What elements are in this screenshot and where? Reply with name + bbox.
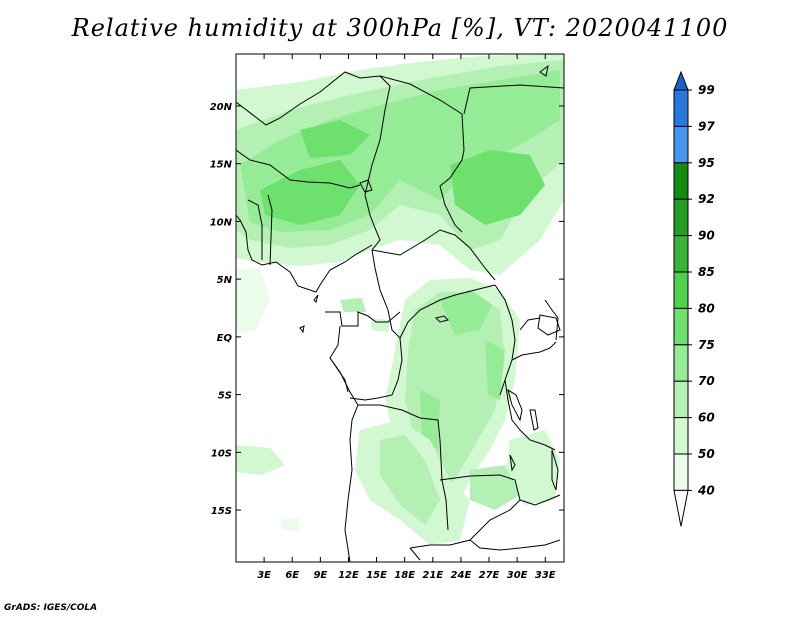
- lon-tick-label: 6E: [285, 570, 299, 581]
- colorbar-segment: [673, 125, 689, 164]
- colorbar-bottom-arrow: [673, 489, 689, 527]
- lat-tick-label: 15N: [210, 160, 233, 171]
- colorbar-label: 85: [698, 265, 715, 279]
- lat-tick-label: 15S: [211, 506, 232, 517]
- lon-tick-label: 27E: [479, 570, 500, 581]
- lat-tick-label: 5S: [218, 391, 232, 402]
- map-frame: [235, 53, 565, 563]
- colorbar-segment: [673, 235, 689, 273]
- colorbar-label: 40: [697, 483, 715, 497]
- colorbar-label: 70: [698, 374, 715, 388]
- lon-tick-label: 33E: [535, 570, 556, 581]
- lon-tick-label: 12E: [338, 570, 359, 581]
- colorbar-label: 95: [698, 156, 715, 170]
- lon-tick-label: 21E: [422, 570, 443, 581]
- colorbar: 99 97 95 92 90 85 80 75 70 60 50 40: [673, 70, 715, 527]
- colorbar-segment: [673, 162, 689, 200]
- colorbar-segment: [673, 89, 689, 127]
- map-title: Relative humidity at 300hPa [%], VT: 202…: [71, 14, 729, 42]
- colorbar-label: 75: [698, 338, 715, 352]
- lat-tick-label: 5N: [217, 275, 233, 286]
- lon-tick-label: 18E: [394, 570, 415, 581]
- colorbar-label: 99: [698, 83, 715, 97]
- colorbar-segment: [673, 198, 689, 237]
- colorbar-segment: [673, 453, 689, 491]
- lon-tick-label: 15E: [366, 570, 387, 581]
- lat-tick-label: 10N: [210, 217, 233, 228]
- colorbar-segment: [673, 271, 689, 309]
- colorbar-label: 92: [698, 192, 715, 206]
- grads-credit: GrADS: IGES/COLA: [4, 603, 98, 613]
- longitude-axis: 3E 6E 9E 12E 15E 18E 21E 24E 27E 30E 33E: [257, 54, 556, 581]
- humidity-field: [236, 54, 564, 562]
- colorbar-segment: [673, 344, 689, 382]
- country-borders: [236, 64, 564, 562]
- colorbar-label: 80: [698, 301, 715, 315]
- lat-tick-label: 20N: [210, 102, 233, 113]
- lat-tick-label: 10S: [211, 448, 232, 459]
- colorbar-segment: [673, 417, 689, 455]
- colorbar-label: 97: [698, 119, 715, 133]
- colorbar-label: 60: [698, 411, 715, 425]
- colorbar-segment: [673, 307, 689, 346]
- colorbar-label: 50: [698, 447, 715, 461]
- lat-tick-label: EQ: [217, 333, 233, 344]
- colorbar-top-arrow: [673, 70, 689, 91]
- latitude-axis: 20N 15N 10N 5N EQ 5S 10S 15S: [210, 102, 564, 517]
- lon-tick-label: 30E: [507, 570, 528, 581]
- lon-tick-label: 24E: [451, 570, 472, 581]
- colorbar-segment: [673, 380, 689, 419]
- lon-tick-label: 3E: [257, 570, 271, 581]
- lon-tick-label: 9E: [313, 570, 327, 581]
- colorbar-label: 90: [698, 229, 715, 243]
